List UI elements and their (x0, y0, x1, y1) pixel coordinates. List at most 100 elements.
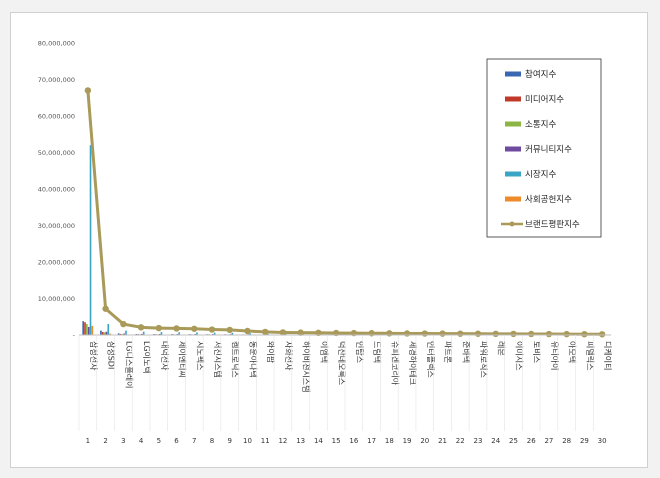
legend-swatch (505, 146, 521, 152)
category-label: 인탑스 (355, 341, 365, 363)
category-label: 와이팜 (266, 341, 276, 364)
category-label: 파트론 (444, 341, 453, 363)
category-label: 이엠텍 (319, 341, 329, 363)
bar-1-2 (100, 330, 102, 335)
brand-index-point (510, 330, 517, 338)
brand-index-point (492, 330, 499, 338)
category-number: 1 (86, 437, 90, 445)
category-label: 켐트로닉스 (231, 341, 241, 378)
brand-index-point (155, 324, 162, 332)
brand-index-point (528, 330, 535, 338)
y-tick-label: 80,000,000 (38, 40, 75, 48)
category-label: 자화전자 (284, 341, 294, 371)
bar-5-9 (231, 332, 234, 335)
category-number: 25 (509, 437, 518, 445)
brand-index-point (226, 326, 233, 334)
category-number: 3 (121, 437, 125, 445)
legend-label: 커뮤니티지수 (525, 144, 572, 155)
bar-4-5 (158, 333, 161, 335)
bar-5-11 (267, 333, 269, 335)
brand-index-point (386, 330, 393, 337)
category-number: 13 (296, 437, 305, 445)
category-label: 시노펙스 (195, 341, 205, 370)
category-label: 삼성전자 (89, 341, 99, 371)
x-axis: 삼성전자 1 삼성SDI 2 LG디스플레이 3 LG이노텍 4 대덕전자 5 제이엔티씨 6 시노펙스… (78, 334, 613, 445)
category-number: 28 (562, 437, 571, 445)
bar-5-4 (142, 331, 145, 335)
brand-index-point (279, 329, 287, 336)
category-label: 토비스 (532, 341, 541, 363)
category-label: 슈피겐코리아 (390, 341, 400, 386)
category-label: 제이엔티씨 (178, 341, 188, 378)
y-tick-label: 30,000,000 (38, 222, 75, 230)
category-number: 26 (527, 437, 536, 445)
category-label: 덕산네오룩스 (337, 341, 347, 385)
category-label: 삼성SDI (107, 341, 117, 369)
category-number: 10 (243, 437, 252, 445)
category-number: 11 (261, 437, 270, 445)
bar-2-2 (101, 332, 104, 335)
bar-5-5 (160, 332, 163, 335)
brand-index-point (315, 329, 322, 337)
bar-6-2 (109, 333, 111, 335)
category-number: 4 (139, 437, 144, 445)
brand-index-point (439, 330, 446, 337)
category-label: 세경하이테크 (408, 341, 418, 385)
category-label: 이미지스 (514, 341, 524, 370)
category-label: 디케이티 (603, 341, 613, 370)
category-number: 19 (403, 437, 412, 445)
legend-label: 사회공헌지수 (525, 195, 572, 205)
bar-3-1 (86, 324, 88, 335)
category-number: 8 (210, 437, 214, 445)
brand-index-point (545, 330, 553, 338)
bar-5-3 (125, 330, 127, 335)
bar-1-1 (82, 321, 85, 335)
category-label: 레몬 (497, 341, 506, 356)
category-label: 하이비젼시스템 (302, 341, 312, 393)
category-label: LG디스플레이 (124, 341, 134, 388)
bar-5-12 (284, 333, 287, 335)
chart-frame: - 10,000,000 20,000,000 30,000,000 40,000,00… (10, 12, 648, 468)
legend-label: 소통지수 (525, 120, 556, 130)
y-tick-label: 50,000,000 (38, 149, 75, 157)
category-label: LG이노텍 (142, 341, 152, 374)
bar-4-1 (87, 326, 90, 335)
legend-label: 참여지수 (525, 69, 556, 80)
category-label: 아모텍 (568, 341, 578, 363)
category-number: 17 (367, 437, 376, 445)
y-tick-label: 10,000,000 (38, 295, 75, 303)
brand-index-point (421, 330, 428, 337)
category-label: 인터플렉스 (426, 341, 436, 378)
bar-5-6 (178, 332, 180, 335)
category-label: 대덕전자 (160, 341, 170, 371)
category-label: 동운아나텍 (248, 341, 258, 378)
category-label: 유티아이 (550, 341, 560, 370)
category-number: 2 (103, 437, 107, 445)
bar-5-7 (196, 332, 198, 335)
brand-index-point (457, 330, 464, 337)
bar-4-3 (123, 333, 125, 335)
category-number: 6 (174, 437, 179, 445)
category-label: 서진시스템 (213, 341, 223, 378)
brand-index-point (244, 327, 251, 335)
brand-index-point (208, 326, 216, 333)
category-number: 14 (314, 437, 323, 445)
y-axis: - 10,000,000 20,000,000 30,000,000 40,000,00… (38, 40, 76, 340)
legend-label: 미디어지수 (525, 94, 564, 105)
y-tick-label: 70,000,000 (38, 76, 75, 84)
bar-4-2 (105, 331, 108, 335)
legend-swatch (505, 71, 521, 77)
bar-5-10 (249, 333, 251, 335)
brand-index-point (297, 329, 304, 336)
bar-6-1 (91, 325, 94, 335)
category-number: 30 (598, 437, 607, 445)
legend-swatch (505, 96, 521, 102)
brand-index-point (581, 330, 588, 338)
category-number: 27 (544, 437, 553, 445)
brand-index-point (474, 330, 482, 337)
category-label: 드림텍 (373, 341, 383, 363)
category-number: 24 (491, 437, 500, 445)
bar-2-3 (119, 333, 122, 335)
y-tick-label: 40,000,000 (38, 186, 75, 194)
